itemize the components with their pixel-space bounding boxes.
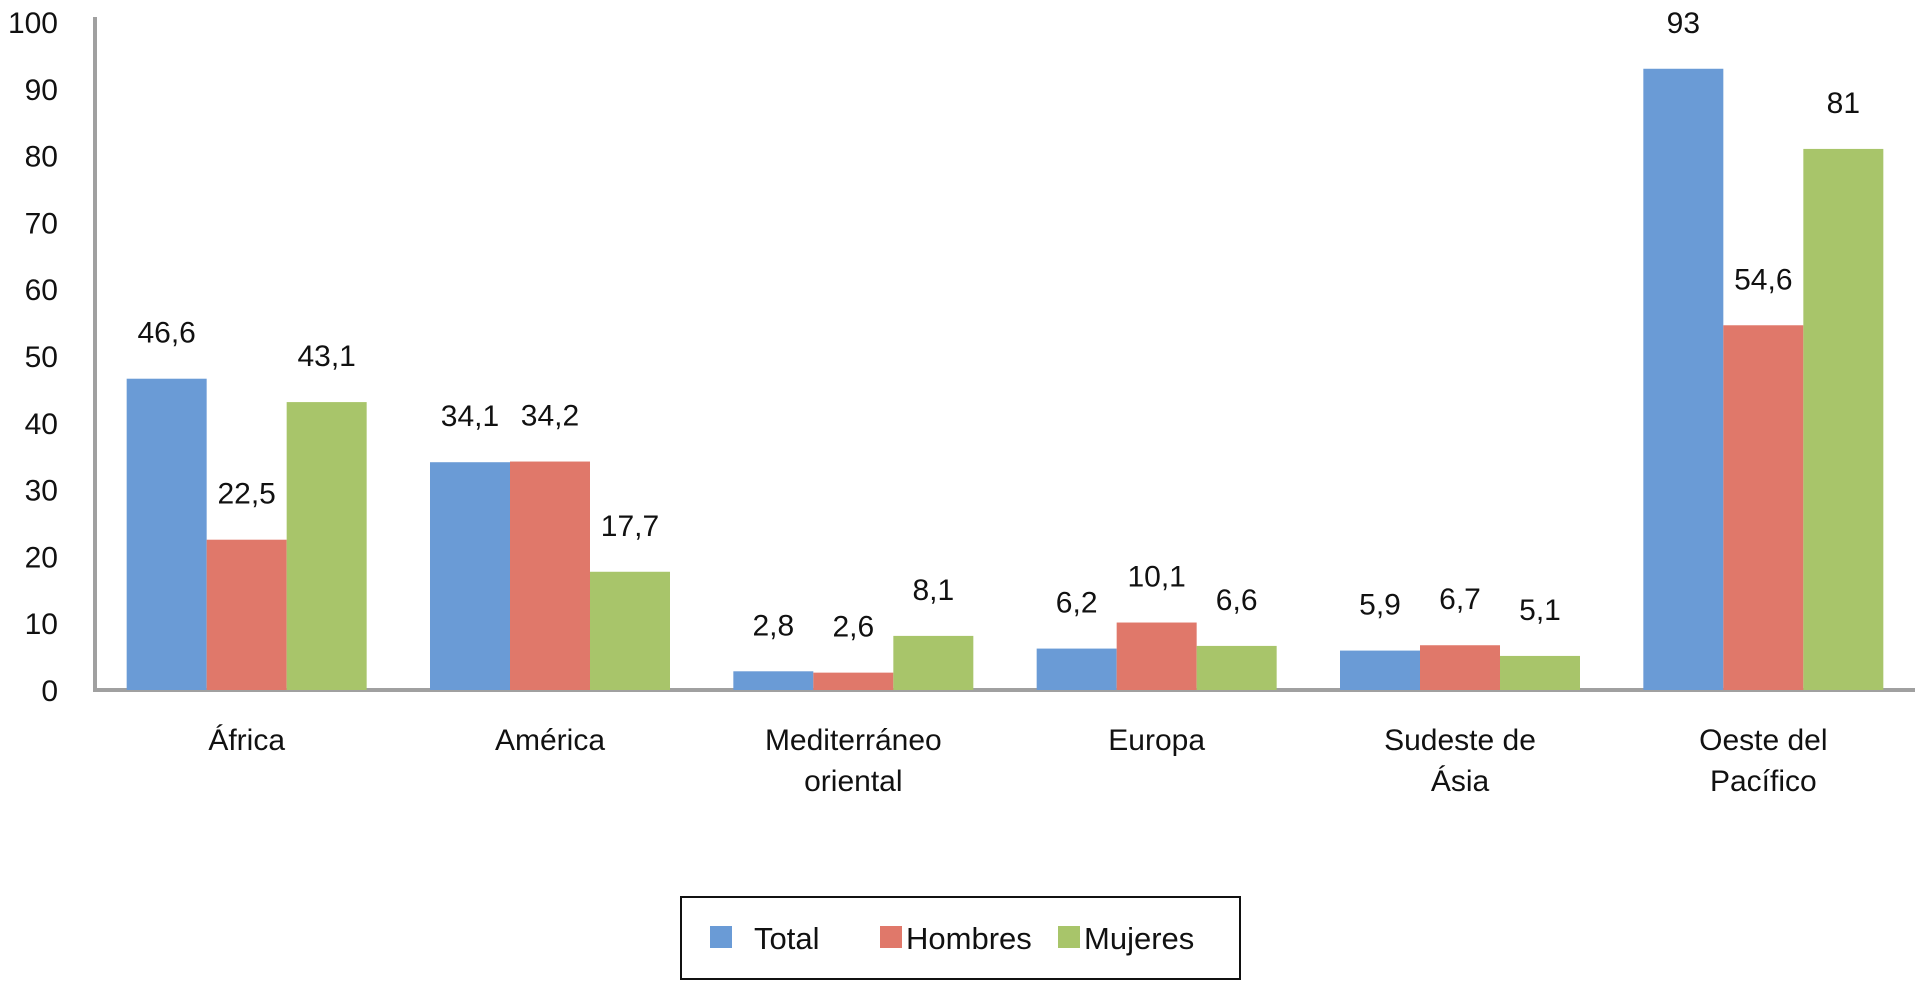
- data-label: 46,6: [137, 317, 195, 350]
- legend-label: Hombres: [906, 921, 1032, 956]
- data-label: 43,1: [297, 340, 355, 373]
- data-label: 5,9: [1359, 589, 1401, 622]
- y-tick-label: 20: [25, 541, 58, 574]
- bar-mujeres: [1803, 148, 1884, 691]
- data-label: 81: [1827, 87, 1860, 120]
- bar-mujeres: [1500, 655, 1580, 690]
- bar-total: [1643, 68, 1724, 690]
- bar-hombres: [1116, 622, 1197, 690]
- data-label: 8,1: [912, 574, 954, 607]
- bar-hombres: [510, 461, 590, 690]
- data-label: 2,6: [832, 611, 874, 644]
- bar-mujeres: [1196, 645, 1277, 690]
- data-label: 34,1: [441, 400, 499, 433]
- y-tick-label: 30: [25, 475, 58, 508]
- y-tick-label: 80: [25, 141, 58, 174]
- data-label: 5,1: [1519, 594, 1561, 627]
- legend-swatch-mujeres: [1058, 926, 1080, 948]
- data-label: 6,7: [1439, 583, 1481, 616]
- y-tick-label: 100: [8, 7, 58, 40]
- legend-swatch-total: [710, 926, 732, 948]
- data-label: 93: [1667, 7, 1700, 40]
- bar-mujeres: [286, 402, 367, 690]
- data-label: 2,8: [752, 609, 794, 642]
- y-tick-label: 50: [25, 341, 58, 374]
- legend-swatch-hombres: [880, 926, 902, 948]
- data-label: 22,5: [217, 478, 275, 511]
- legend-label: Mujeres: [1084, 921, 1194, 956]
- legend-label: Total: [754, 921, 819, 956]
- x-category-label: Europa: [1108, 724, 1205, 757]
- data-label: 54,6: [1734, 263, 1792, 296]
- x-category-label: Sudeste de: [1384, 724, 1536, 757]
- bar-hombres: [206, 539, 287, 690]
- legend: [680, 896, 1241, 980]
- y-tick-label: 10: [25, 608, 58, 641]
- data-label: 34,2: [521, 400, 579, 433]
- bar-total: [126, 378, 207, 690]
- y-tick-label: 70: [25, 207, 58, 240]
- y-tick-label: 40: [25, 408, 58, 441]
- bar-total: [1340, 650, 1420, 690]
- x-category-label: América: [495, 724, 605, 757]
- bar-total: [733, 671, 814, 690]
- bar-mujeres: [590, 571, 670, 690]
- x-category-label: Pacífico: [1710, 765, 1817, 798]
- bar-hombres: [1723, 325, 1804, 690]
- data-label: 17,7: [601, 510, 659, 543]
- y-tick-label: 0: [41, 675, 58, 708]
- x-category-label: Oeste del: [1699, 724, 1827, 757]
- x-category-label: Mediterráneo: [765, 724, 942, 757]
- bar-mujeres: [893, 635, 974, 690]
- data-label: 6,6: [1216, 584, 1258, 617]
- bar-total: [430, 462, 510, 690]
- y-tick-label: 90: [25, 74, 58, 107]
- y-tick-label: 60: [25, 274, 58, 307]
- x-category-label: África: [208, 724, 285, 757]
- bar-total: [1036, 648, 1117, 690]
- data-label: 6,2: [1056, 587, 1098, 620]
- x-category-label: Ásia: [1431, 765, 1490, 798]
- bar-hombres: [813, 672, 894, 690]
- data-label: 10,1: [1127, 561, 1185, 594]
- bar-hombres: [1420, 645, 1500, 690]
- x-category-label: oriental: [804, 765, 902, 798]
